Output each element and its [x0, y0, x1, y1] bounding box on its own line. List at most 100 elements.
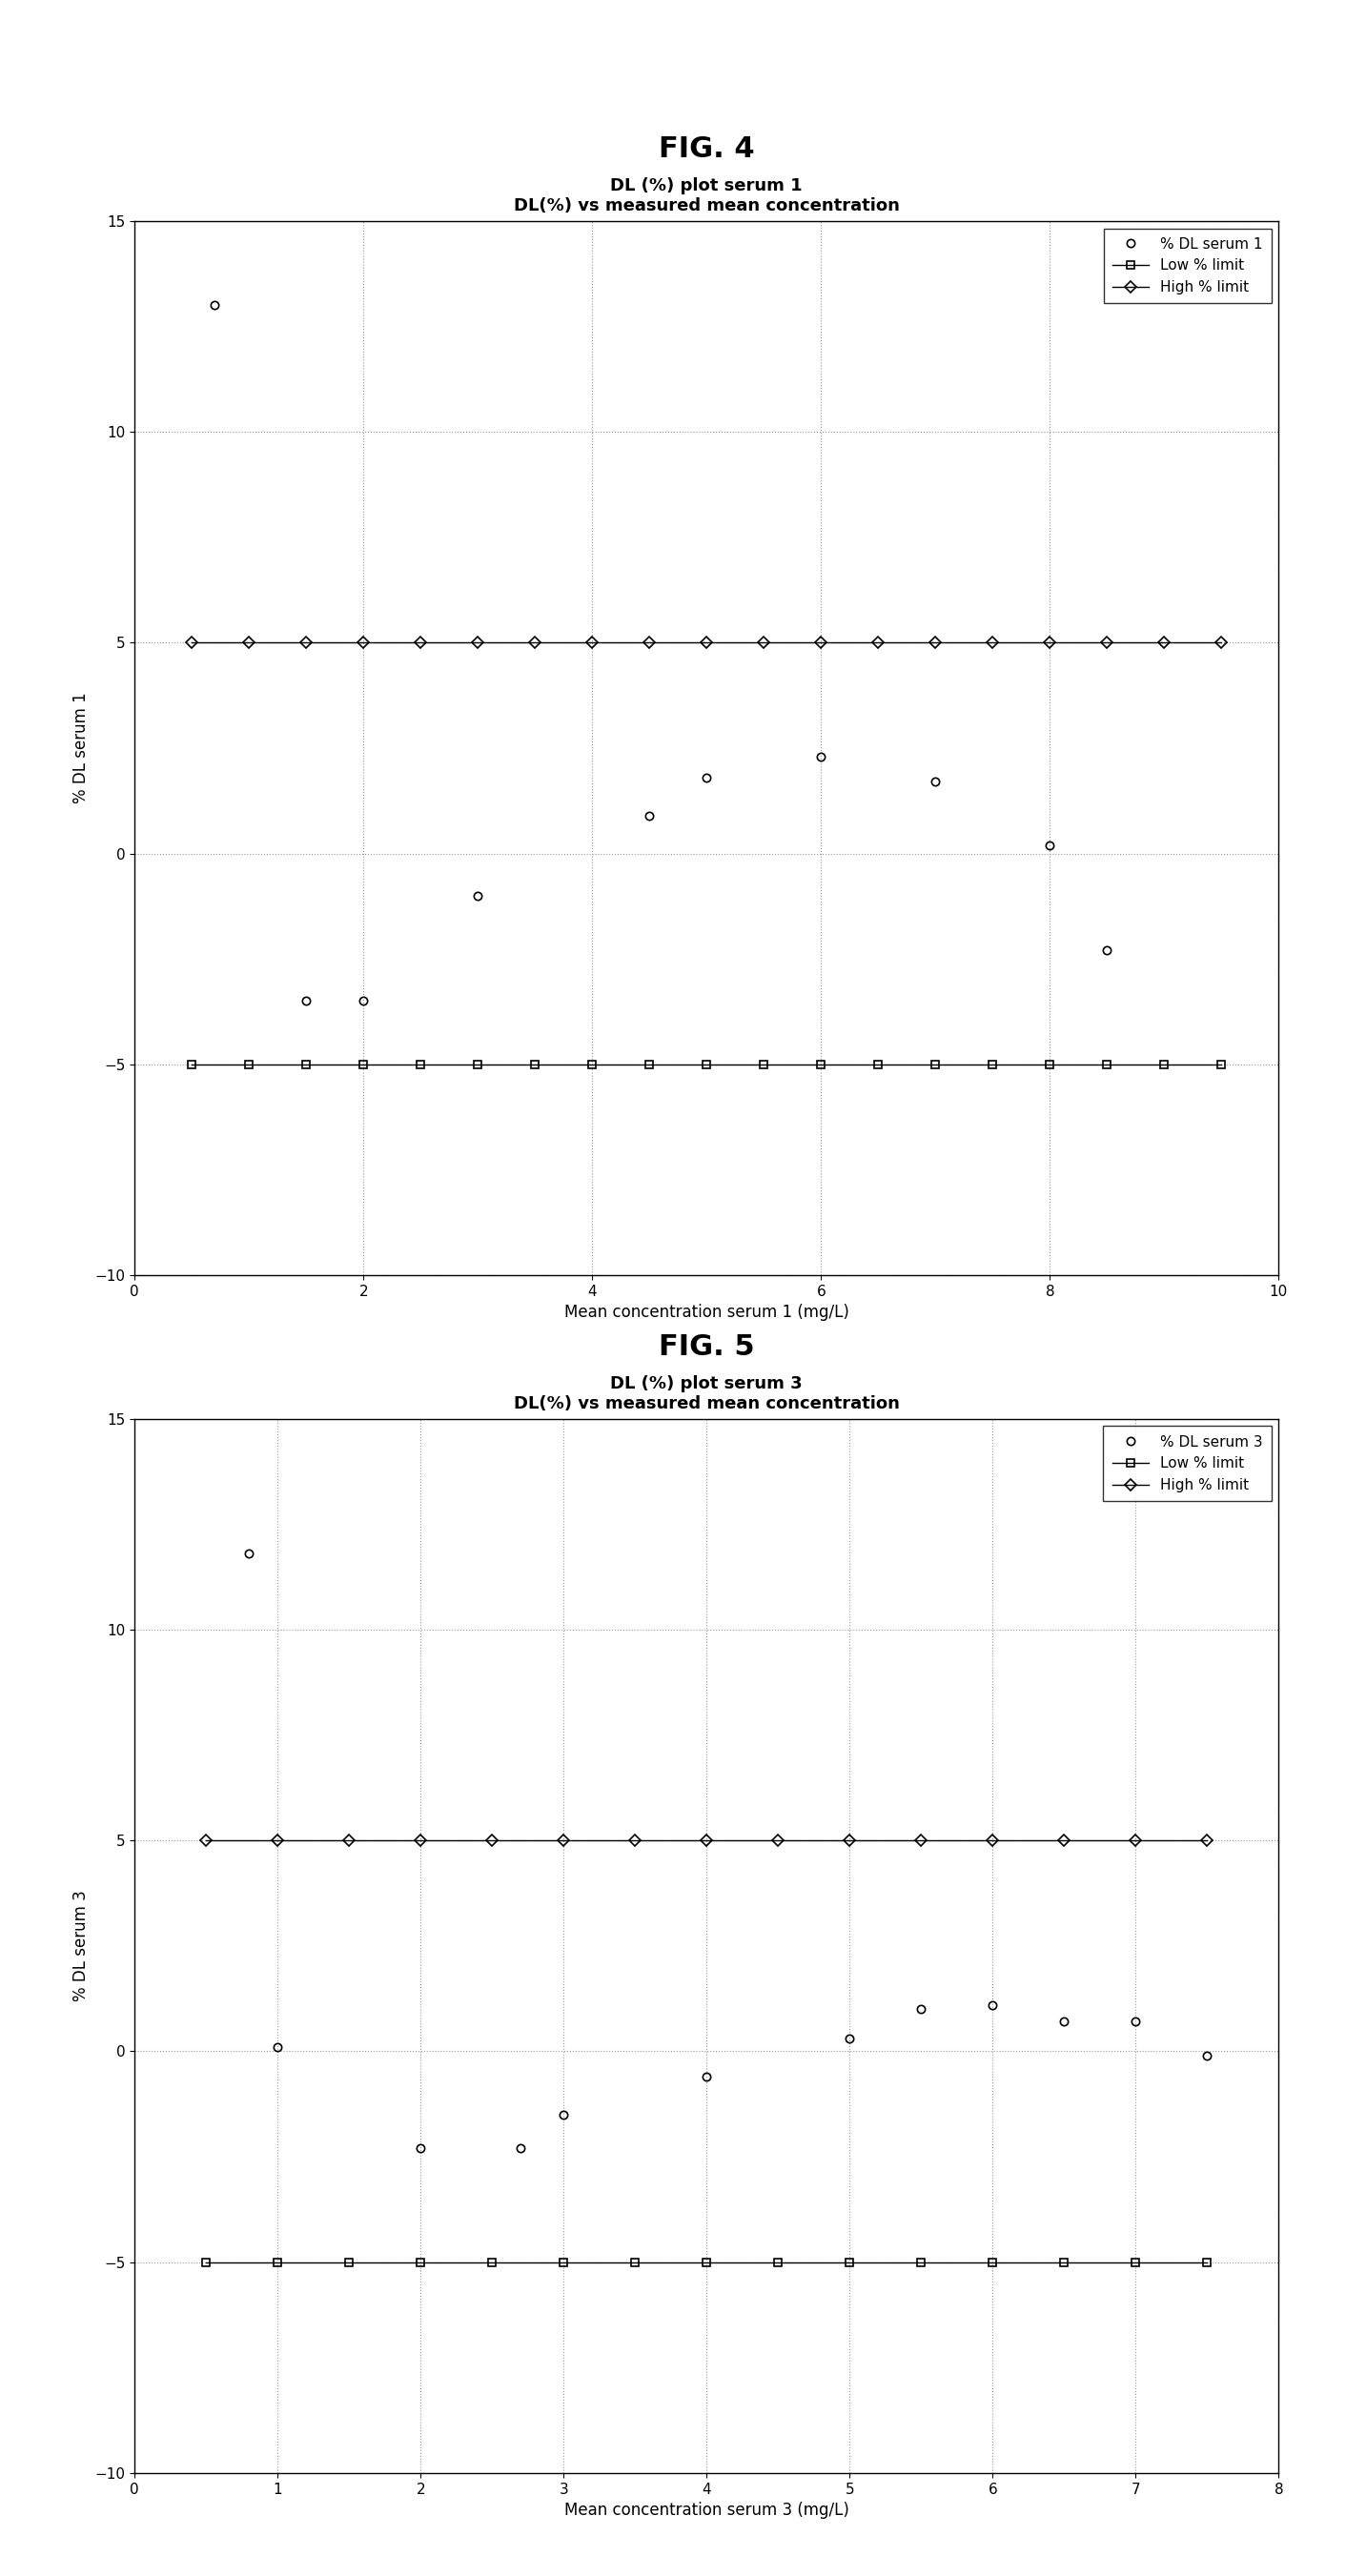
High % limit [984, 626, 1000, 657]
% DL serum 1 [927, 765, 944, 796]
Low % limit [756, 1048, 773, 1079]
High % limit [198, 1824, 214, 1855]
% DL serum 1 [641, 801, 657, 832]
Line: High % limit: High % limit [188, 639, 1225, 647]
% DL serum 1 [299, 987, 315, 1018]
Text: FIG. 4: FIG. 4 [658, 137, 755, 162]
High % limit [183, 626, 201, 657]
Low % limit [870, 1048, 886, 1079]
Y-axis label: % DL serum 3: % DL serum 3 [73, 1891, 90, 2002]
High % limit [269, 1824, 285, 1855]
Low % limit [984, 2246, 1000, 2277]
High % limit [1199, 1824, 1215, 1855]
% DL serum 3 [913, 1994, 929, 2025]
High % limit [1057, 1824, 1073, 1855]
High % limit [699, 626, 715, 657]
High % limit [770, 1824, 786, 1855]
% DL serum 1 [355, 987, 371, 1018]
Low % limit [1214, 1048, 1230, 1079]
Low % limit [485, 2246, 501, 2277]
Low % limit [183, 1048, 201, 1079]
Low % limit [412, 1048, 428, 1079]
Line: % DL serum 1: % DL serum 1 [211, 301, 1110, 1005]
Legend: % DL serum 3, Low % limit, High % limit: % DL serum 3, Low % limit, High % limit [1104, 1427, 1272, 1502]
High % limit [584, 626, 600, 657]
X-axis label: Mean concentration serum 3 (mg/L): Mean concentration serum 3 (mg/L) [564, 2501, 849, 2519]
Legend: % DL serum 1, Low % limit, High % limit: % DL serum 1, Low % limit, High % limit [1104, 229, 1272, 304]
Low % limit [927, 1048, 944, 1079]
High % limit [412, 626, 428, 657]
Low % limit [355, 1048, 371, 1079]
Low % limit [1098, 1048, 1114, 1079]
% DL serum 3 [269, 2032, 285, 2063]
High % limit [1042, 626, 1058, 657]
Low % limit [984, 1048, 1000, 1079]
Low % limit [470, 1048, 486, 1079]
High % limit [627, 1824, 643, 1855]
High % limit [870, 626, 886, 657]
High % limit [813, 626, 829, 657]
% DL serum 3 [412, 2133, 428, 2164]
% DL serum 3 [1199, 2040, 1215, 2071]
High % limit [1156, 626, 1172, 657]
Low % limit [841, 2246, 857, 2277]
% DL serum 1 [1042, 829, 1058, 860]
High % limit [984, 1824, 1000, 1855]
Line: Low % limit: Low % limit [202, 2259, 1211, 2267]
Low % limit [641, 1048, 657, 1079]
Low % limit [556, 2246, 572, 2277]
Low % limit [813, 1048, 829, 1079]
Low % limit [699, 2246, 715, 2277]
Low % limit [1128, 2246, 1144, 2277]
High % limit [556, 1824, 572, 1855]
Text: FIG. 5: FIG. 5 [658, 1334, 755, 1360]
High % limit [699, 1824, 715, 1855]
High % limit [913, 1824, 929, 1855]
High % limit [1214, 626, 1230, 657]
Low % limit [1042, 1048, 1058, 1079]
% DL serum 3 [241, 1538, 257, 1569]
Low % limit [913, 2246, 929, 2277]
Low % limit [412, 2246, 428, 2277]
High % limit [299, 626, 315, 657]
Low % limit [198, 2246, 214, 2277]
Low % limit [341, 2246, 357, 2277]
High % limit [355, 626, 371, 657]
Low % limit [1199, 2246, 1215, 2277]
High % limit [528, 626, 544, 657]
% DL serum 1 [699, 762, 715, 793]
% DL serum 1 [813, 742, 829, 773]
% DL serum 3 [841, 2022, 857, 2053]
High % limit [341, 1824, 357, 1855]
Low % limit [269, 2246, 285, 2277]
Line: Low % limit: Low % limit [188, 1061, 1225, 1069]
% DL serum 1 [1098, 935, 1114, 966]
Title: DL (%) plot serum 1
DL(%) vs measured mean concentration: DL (%) plot serum 1 DL(%) vs measured me… [514, 178, 899, 214]
Low % limit [241, 1048, 257, 1079]
% DL serum 3 [1128, 2007, 1144, 2038]
% DL serum 3 [699, 2061, 715, 2092]
Low % limit [1156, 1048, 1172, 1079]
High % limit [756, 626, 773, 657]
High % limit [1128, 1824, 1144, 1855]
Low % limit [1057, 2246, 1073, 2277]
Title: DL (%) plot serum 3
DL(%) vs measured mean concentration: DL (%) plot serum 3 DL(%) vs measured me… [514, 1376, 899, 1412]
% DL serum 1 [470, 881, 486, 912]
High % limit [641, 626, 657, 657]
% DL serum 3 [1057, 2007, 1073, 2038]
Line: High % limit: High % limit [202, 1837, 1211, 1844]
Low % limit [528, 1048, 544, 1079]
Low % limit [299, 1048, 315, 1079]
High % limit [1098, 626, 1114, 657]
Low % limit [699, 1048, 715, 1079]
% DL serum 3 [984, 1989, 1000, 2020]
Low % limit [627, 2246, 643, 2277]
% DL serum 3 [556, 2099, 572, 2130]
X-axis label: Mean concentration serum 1 (mg/L): Mean concentration serum 1 (mg/L) [564, 1303, 849, 1321]
High % limit [927, 626, 944, 657]
% DL serum 1 [207, 291, 223, 322]
High % limit [412, 1824, 428, 1855]
High % limit [485, 1824, 501, 1855]
High % limit [841, 1824, 857, 1855]
% DL serum 3 [513, 2133, 529, 2164]
